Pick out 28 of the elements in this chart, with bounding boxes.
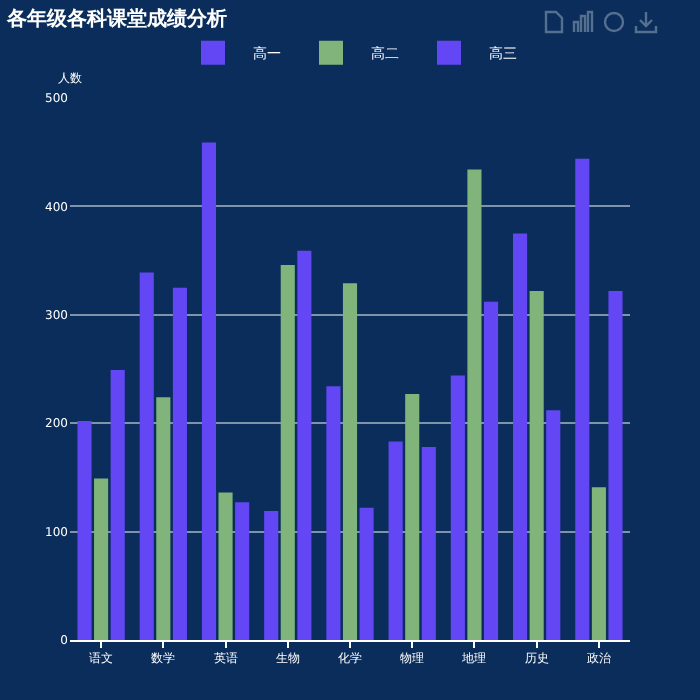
bar bbox=[297, 250, 312, 640]
bar bbox=[513, 233, 528, 640]
bar bbox=[201, 142, 217, 640]
bar bbox=[421, 447, 436, 640]
bar bbox=[591, 487, 606, 640]
bar bbox=[529, 290, 544, 640]
bar bbox=[342, 283, 358, 640]
bar bbox=[575, 158, 590, 640]
bar bbox=[156, 397, 171, 640]
bar bbox=[77, 421, 92, 640]
bar bbox=[450, 375, 465, 640]
bar bbox=[235, 502, 250, 640]
bar bbox=[264, 511, 279, 640]
bar bbox=[94, 478, 109, 640]
bar bbox=[467, 169, 482, 640]
bar bbox=[280, 264, 295, 640]
bar bbox=[326, 386, 341, 640]
bar bbox=[139, 272, 154, 640]
bar bbox=[172, 287, 187, 640]
bar bbox=[388, 441, 403, 640]
bar bbox=[608, 290, 623, 640]
bar bbox=[359, 507, 374, 640]
chart-title: 各年级各科课堂成绩分析 bbox=[5, 6, 227, 31]
bar bbox=[546, 410, 561, 640]
bar bbox=[405, 393, 420, 640]
bar bbox=[483, 301, 499, 640]
bar bbox=[218, 492, 233, 640]
bar bbox=[110, 370, 125, 640]
